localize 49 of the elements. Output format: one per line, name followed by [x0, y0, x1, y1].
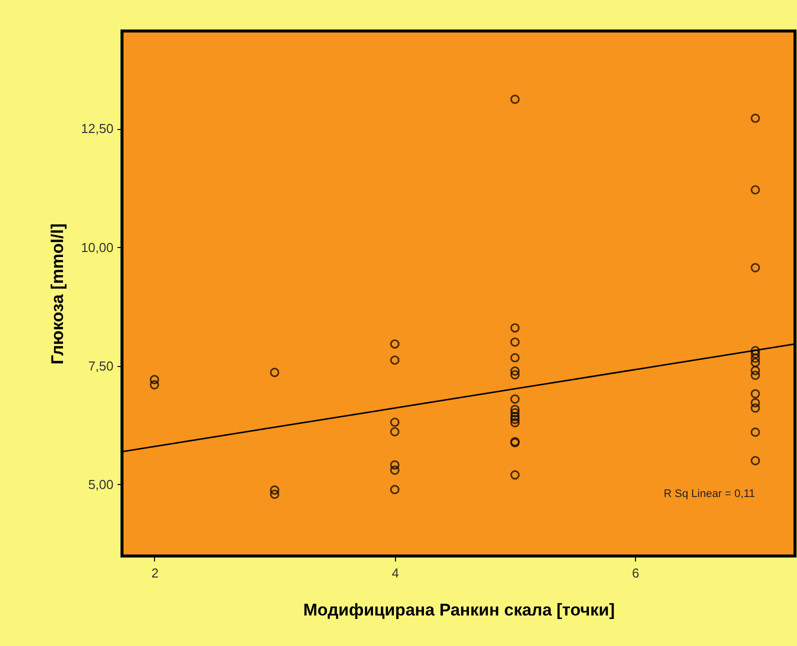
point [510, 370, 520, 380]
point [750, 358, 760, 368]
point [270, 368, 280, 378]
point [510, 408, 520, 418]
point [750, 262, 760, 272]
point [750, 346, 760, 356]
point [750, 456, 760, 466]
point [750, 114, 760, 123]
y-tick-label: 5,00 [88, 476, 114, 492]
point [510, 337, 520, 347]
point [750, 370, 760, 380]
x-tick-label: 4 [392, 566, 399, 580]
point [510, 404, 520, 414]
point [270, 485, 280, 495]
point [390, 427, 400, 436]
y-axis-title: Глюкоза [mmol/l] [48, 223, 67, 365]
y-tick-label: 12,50 [80, 121, 114, 136]
point [750, 354, 760, 363]
point [510, 414, 520, 424]
x-tick-label: 6 [632, 566, 640, 580]
point [390, 355, 400, 365]
point [390, 484, 400, 494]
point [750, 389, 760, 398]
point [750, 366, 760, 376]
point [510, 353, 520, 362]
point [750, 185, 760, 195]
point [150, 374, 160, 384]
y-tick-label: 7,50 [88, 358, 114, 374]
point [510, 470, 520, 480]
point [510, 94, 520, 104]
point [270, 490, 280, 500]
y-tick-label: 10,00 [80, 240, 114, 255]
x-tick-label: 2 [151, 566, 159, 580]
point [750, 398, 760, 408]
point [390, 460, 400, 470]
point [390, 418, 400, 427]
annotation: R Sq Linear = 0,11 [664, 488, 755, 500]
x-axis-title: Модифицирана Ранкин скала [точки] [303, 600, 615, 620]
point [750, 403, 760, 413]
point [510, 394, 520, 404]
point [750, 349, 760, 359]
point [510, 366, 520, 376]
point [510, 323, 520, 333]
point [510, 418, 520, 428]
point [390, 339, 400, 349]
point [510, 412, 520, 422]
point [150, 380, 160, 390]
point [750, 428, 760, 437]
point [390, 465, 400, 475]
